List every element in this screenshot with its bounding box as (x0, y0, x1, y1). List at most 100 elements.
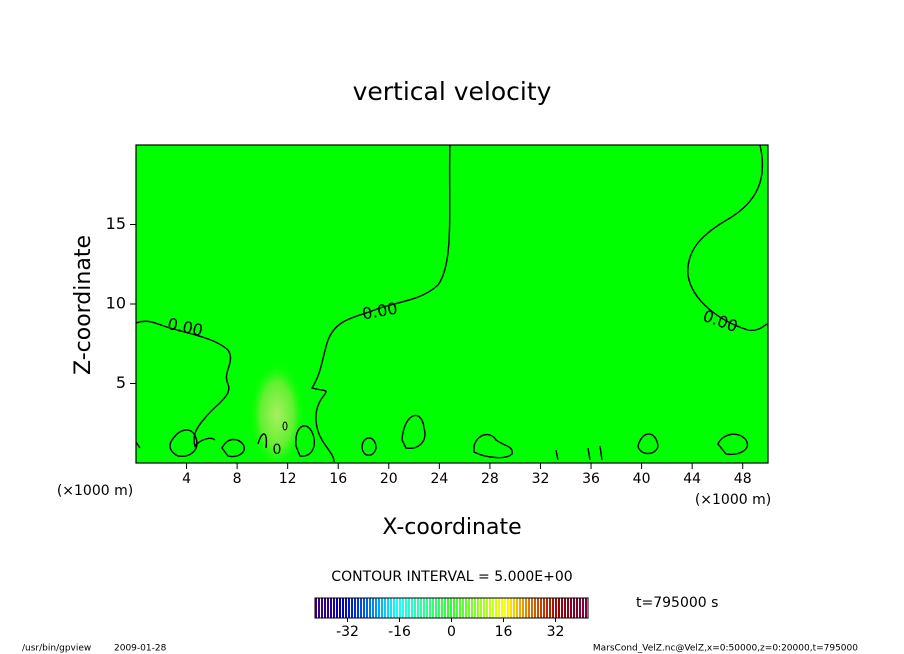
colorbar-stripe (393, 598, 395, 618)
colorbar-stripe (561, 598, 563, 618)
colorbar-stripe (429, 598, 431, 618)
colorbar-stripe (405, 598, 407, 618)
contour-line (282, 421, 288, 431)
colorbar-tick-label: -16 (388, 624, 411, 640)
colorbar-stripe (450, 598, 452, 618)
colorbar-stripe (582, 598, 584, 618)
colorbar-stripe (573, 598, 575, 618)
y-tick-label: 10 (106, 294, 126, 313)
colorbar-stripe (423, 598, 425, 618)
colorbar-stripe (396, 598, 398, 618)
colorbar-stripe (462, 598, 464, 618)
colorbar-stripe (579, 598, 581, 618)
colorbar-stripe (369, 598, 371, 618)
colorbar: -32 -16 0 16 32 (314, 597, 589, 640)
colorbar-stripe (549, 598, 551, 618)
x-axis-label: X-coordinate (382, 515, 521, 540)
colorbar-stripe (456, 598, 458, 618)
x-tick-label: 40 (633, 471, 651, 487)
colorbar-stripe (324, 598, 326, 618)
colorbar-stripe (552, 598, 554, 618)
colorbar-stripe (321, 598, 323, 618)
footer-left: 2009-01-28 (114, 644, 167, 654)
colorbar-stripe (534, 598, 536, 618)
colorbar-stripe (432, 598, 434, 618)
colorbar-stripe (345, 598, 347, 618)
colorbar-stripe (504, 598, 506, 618)
colorbar-stripe (495, 598, 497, 618)
contour-line (687, 145, 768, 332)
colorbar-stripe (348, 598, 350, 618)
x-tick-label: 36 (582, 471, 600, 487)
x-tick-label: 44 (683, 471, 701, 487)
colorbar-stripe (546, 598, 548, 618)
colorbar-stripe (510, 598, 512, 618)
colorbar-stripe (522, 598, 524, 618)
colorbar-stripe (357, 598, 359, 618)
colorbar-stripe (315, 598, 317, 618)
footer-right: MarsCond_VelZ.nc@VelZ,x=0:50000,z=0:2000… (593, 644, 858, 654)
colorbar-stripe (408, 598, 410, 618)
footer-left: /usr/bin/gpview (22, 644, 91, 654)
colorbar-tick-label: -32 (336, 624, 359, 640)
x-tick-label: 20 (380, 471, 398, 487)
colorbar-tick-label: 16 (495, 624, 513, 640)
colorbar-stripe (330, 598, 332, 618)
colorbar-stripe (363, 598, 365, 618)
colorbar-tick-label: 0 (447, 624, 456, 640)
colorbar-stripe (399, 598, 401, 618)
colorbar-stripe (426, 598, 428, 618)
colorbar-stripe (360, 598, 362, 618)
contour-line (310, 145, 451, 463)
x-tick-label: 16 (329, 471, 347, 487)
colorbar-stripe (531, 598, 533, 618)
colorbar-stripe (339, 598, 341, 618)
colorbar-stripe (402, 598, 404, 618)
x-tick-label: 24 (430, 471, 448, 487)
colorbar-stripe (435, 598, 437, 618)
colorbar-stripe (354, 598, 356, 618)
colorbar-stripe (486, 598, 488, 618)
colorbar-stripe (570, 598, 572, 618)
colorbar-stripe (333, 598, 335, 618)
colorbar-stripe (387, 598, 389, 618)
colorbar-stripe (390, 598, 392, 618)
colorbar-stripe (417, 598, 419, 618)
colorbar-stripe (501, 598, 503, 618)
colorbar-stripe (471, 598, 473, 618)
colorbar-tick-label: 32 (547, 624, 565, 640)
colorbar-stripe (447, 598, 449, 618)
chart-title: vertical velocity (353, 77, 552, 106)
x-tick-label: 12 (279, 471, 297, 487)
colorbar-stripe (453, 598, 455, 618)
contour-interval: CONTOUR INTERVAL = 5.000E+00 (331, 569, 572, 585)
time-label: t=795000 s (636, 595, 718, 611)
colorbar-stripe (558, 598, 560, 618)
contours (136, 145, 768, 463)
y-tick-label: 5 (116, 373, 126, 392)
colorbar-stripe (375, 598, 377, 618)
colorbar-stripe (492, 598, 494, 618)
colorbar-stripe (537, 598, 539, 618)
colorbar-stripe (528, 598, 530, 618)
x-tick-label: 28 (481, 471, 499, 487)
colorbar-stripe (366, 598, 368, 618)
x-tick-label: 32 (532, 471, 550, 487)
colorbar-stripe (318, 598, 320, 618)
colorbar-stripe (411, 598, 413, 618)
colorbar-stripe (465, 598, 467, 618)
contour-label: 0 (273, 442, 282, 458)
colorbar-stripe (384, 598, 386, 618)
colorbar-stripe (567, 598, 569, 618)
colorbar-stripe (555, 598, 557, 618)
colorbar-stripe (342, 598, 344, 618)
colorbar-stripe (498, 598, 500, 618)
colorbar-stripe (414, 598, 416, 618)
colorbar-stripe (468, 598, 470, 618)
colorbar-stripe (525, 598, 527, 618)
colorbar-stripe (441, 598, 443, 618)
contour-line (136, 320, 232, 457)
colorbar-stripe (519, 598, 521, 618)
colorbar-stripe (513, 598, 515, 618)
colorbar-stripe (372, 598, 374, 618)
